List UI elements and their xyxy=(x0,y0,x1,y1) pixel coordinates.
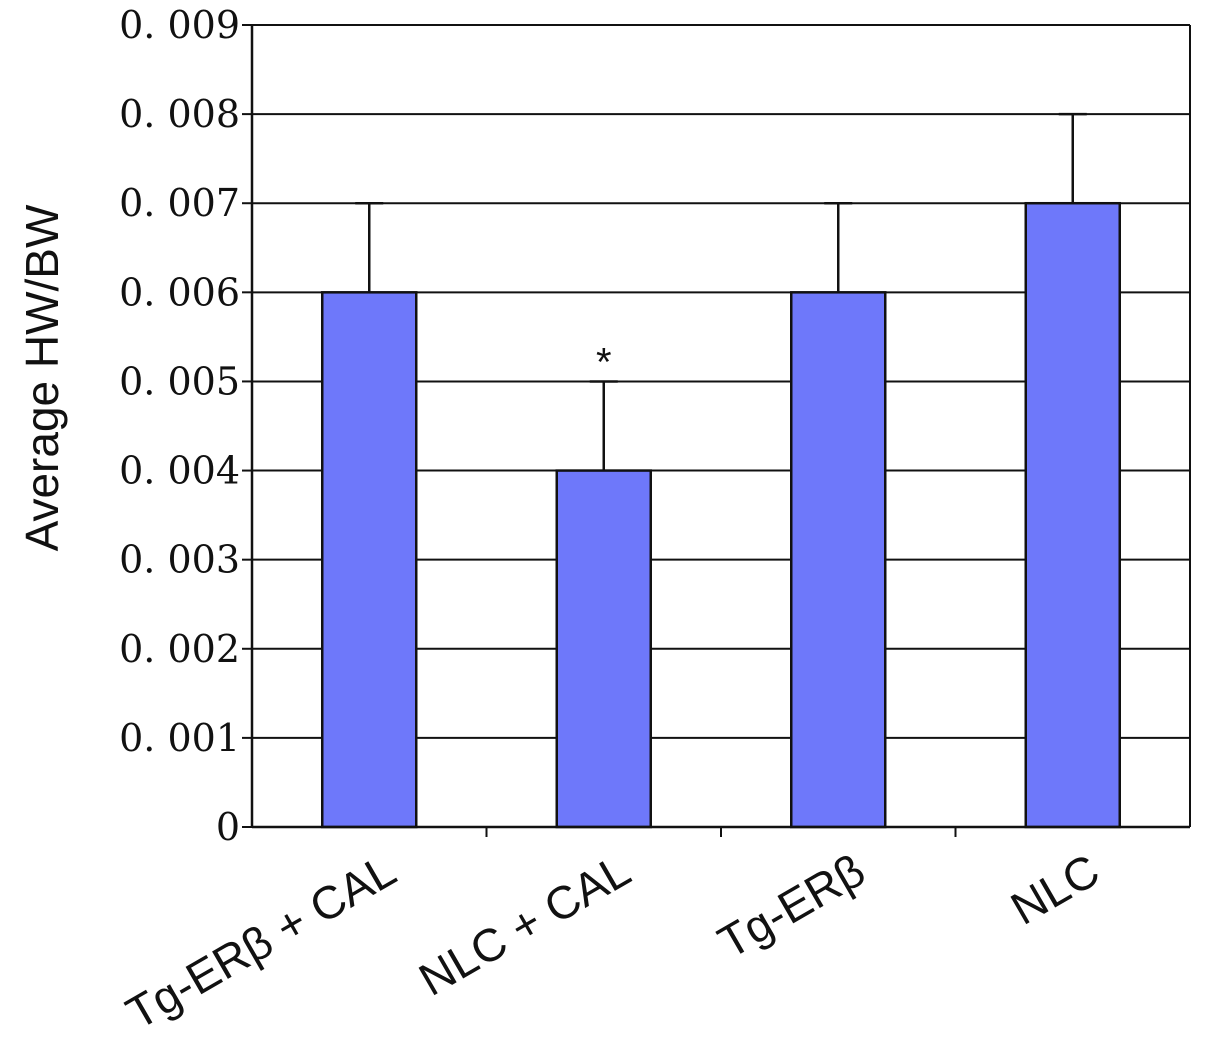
significance-marker: * xyxy=(596,340,612,384)
bar xyxy=(790,291,887,829)
y-tick-label: 0. 004 xyxy=(119,449,240,493)
x-category-label: Tg-ERβ xyxy=(709,844,873,969)
y-tick-label: 0. 008 xyxy=(119,92,240,136)
y-tick-label: 0 xyxy=(216,805,240,849)
y-tick-label: 0. 003 xyxy=(119,538,240,582)
axes xyxy=(242,24,1191,837)
bar xyxy=(555,469,652,829)
y-tick-label: 0. 001 xyxy=(119,716,240,760)
y-tick-label: 0. 007 xyxy=(119,181,240,225)
y-tick-label: 0. 005 xyxy=(119,359,240,403)
error-bars xyxy=(355,112,1087,471)
y-tick-label: 0. 006 xyxy=(119,270,240,314)
y-tick-label: 0. 002 xyxy=(119,627,240,671)
x-category-label: NLC xyxy=(1002,844,1108,935)
y-axis-title: Average HW/BW xyxy=(16,204,68,551)
bar xyxy=(321,291,418,829)
bars xyxy=(321,201,1121,829)
x-category-label: NLC + CAL xyxy=(410,844,639,1006)
bar xyxy=(1024,201,1121,829)
x-category-label: Tg-ERβ + CAL xyxy=(117,844,404,1040)
y-tick-label: 0. 009 xyxy=(119,3,240,47)
